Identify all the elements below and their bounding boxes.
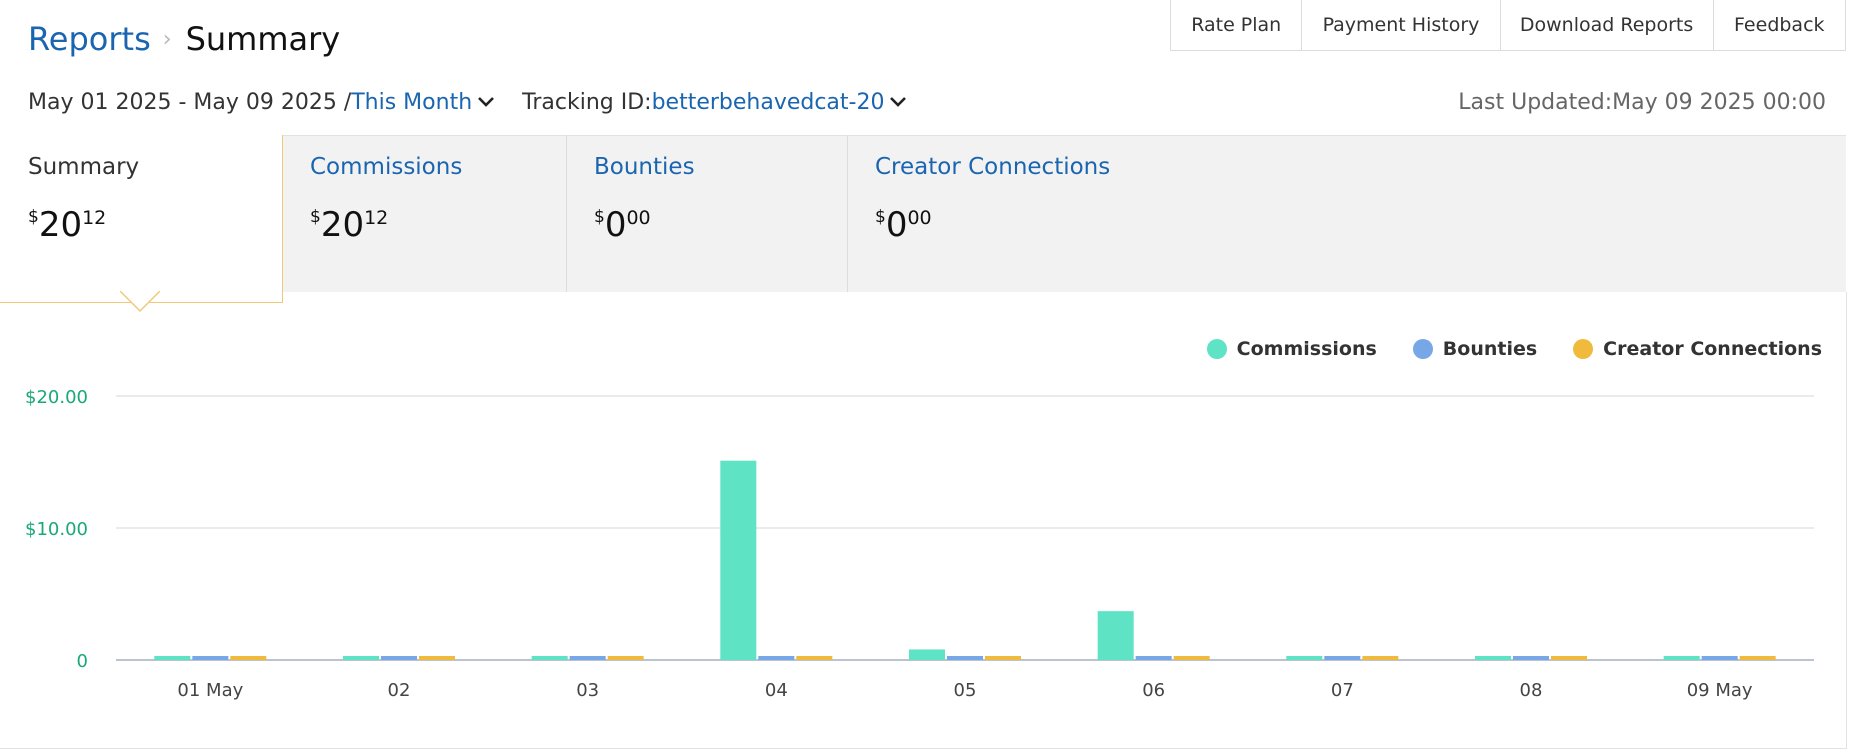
summary-tabs-bar [0, 135, 1846, 294]
filters-bar: May 01 2025 - May 09 2025 / This Month T… [28, 86, 908, 118]
tab-commissions[interactable]: Commissions $2012 [282, 135, 567, 292]
bar-creator-connections[interactable] [985, 656, 1021, 660]
summary-amount: $2012 [28, 205, 107, 245]
breadcrumb: Reports › Summary [28, 14, 340, 64]
bar-bounties[interactable] [947, 656, 983, 660]
bar-bounties[interactable] [1701, 656, 1738, 660]
legend-item-commissions[interactable]: Commissions [1206, 338, 1377, 360]
bar-creator-connections[interactable] [607, 656, 644, 660]
bar-bounties[interactable] [1513, 656, 1549, 660]
bar-bounties[interactable] [1135, 656, 1172, 660]
x-tick-label: 07 [1331, 680, 1354, 701]
y-tick-label: $20.00 [25, 387, 88, 408]
legend-commissions-dot-icon [1206, 339, 1227, 359]
x-tick-label: 06 [1142, 680, 1165, 701]
y-tick-label: $10.00 [25, 519, 88, 540]
tab-bounties-label: Bounties [594, 154, 695, 180]
legend-commissions-label: Commissions [1236, 338, 1377, 360]
bar-commissions[interactable] [1475, 656, 1511, 660]
download-reports-button[interactable]: Download Reports [1500, 0, 1714, 51]
bar-creator-connections[interactable] [230, 656, 267, 660]
x-tick-label: 08 [1520, 680, 1543, 701]
bounties-amount: $000 [594, 205, 651, 245]
legend-item-creator-connections[interactable]: Creator Connections [1573, 338, 1822, 360]
bar-creator-connections[interactable] [1551, 656, 1587, 660]
breadcrumb-separator-icon: › [162, 26, 172, 52]
legend-creator-connections-dot-icon [1573, 339, 1594, 359]
payment-history-button[interactable]: Payment History [1302, 0, 1501, 51]
bar-bounties[interactable] [1324, 656, 1361, 660]
x-tick-label: 09 May [1687, 680, 1753, 701]
x-tick-label: 05 [954, 680, 977, 701]
bar-commissions[interactable] [909, 649, 945, 660]
y-tick-label: 0 [77, 651, 88, 672]
legend-bounties-label: Bounties [1442, 338, 1538, 360]
tab-bounties[interactable]: Bounties $000 [566, 135, 848, 292]
bar-commissions[interactable] [720, 460, 757, 660]
last-updated-text: Last Updated:May 09 2025 00:00 [1458, 89, 1826, 115]
tab-summary[interactable]: Summary $2012 [0, 135, 283, 303]
tab-commissions-label: Commissions [310, 154, 463, 180]
creator-connections-amount: $000 [875, 205, 932, 245]
breadcrumb-reports-link[interactable]: Reports [28, 20, 151, 58]
bar-commissions[interactable] [343, 656, 379, 660]
bar-commissions[interactable] [154, 656, 191, 660]
legend-bounties-dot-icon [1412, 339, 1433, 359]
tab-creator-connections-label: Creator Connections [875, 154, 1111, 180]
date-range-text: May 01 2025 - May 09 2025 / [28, 89, 352, 115]
chevron-down-icon[interactable] [476, 92, 496, 112]
bar-creator-connections[interactable] [796, 656, 833, 660]
tracking-id-label: Tracking ID: [522, 89, 652, 115]
bar-bounties[interactable] [569, 656, 606, 660]
bar-commissions[interactable] [1286, 656, 1323, 660]
chart-legend: Commissions Bounties Creator Connections [1171, 336, 1822, 362]
x-tick-label: 04 [765, 680, 788, 701]
chart-card: Commissions Bounties Creator Connections… [0, 292, 1847, 749]
bar-chart: 0 $10.00 $20.00 01 May 02 03 04 05 06 07 08 09 May [25, 387, 1814, 701]
bar-commissions[interactable] [531, 656, 568, 660]
tracking-id-dropdown[interactable]: betterbehavedcat-20 [651, 89, 885, 115]
x-tick-label: 02 [388, 680, 411, 701]
top-nav: Rate Plan Payment History Download Repor… [1170, 0, 1846, 51]
x-tick-label: 01 May [177, 680, 243, 701]
legend-creator-connections-label: Creator Connections [1603, 338, 1822, 360]
bar-commissions[interactable] [1097, 611, 1134, 660]
commissions-amount: $2012 [310, 205, 389, 245]
chevron-down-icon[interactable] [888, 92, 908, 112]
bar-bounties[interactable] [758, 656, 795, 660]
bar-creator-connections[interactable] [1173, 656, 1210, 660]
feedback-button[interactable]: Feedback [1713, 0, 1846, 51]
tab-creator-connections[interactable]: Creator Connections $000 [847, 135, 1846, 292]
period-dropdown[interactable]: This Month [351, 89, 473, 115]
bar-creator-connections[interactable] [1362, 656, 1399, 660]
bar-commissions[interactable] [1663, 656, 1700, 660]
tab-summary-label: Summary [28, 154, 140, 180]
rate-plan-button[interactable]: Rate Plan [1170, 0, 1303, 51]
active-tab-pointer-icon [120, 291, 160, 313]
bar-bounties[interactable] [192, 656, 229, 660]
x-tick-label: 03 [576, 680, 599, 701]
bar-creator-connections[interactable] [1739, 656, 1776, 660]
legend-item-bounties[interactable]: Bounties [1412, 338, 1538, 360]
page-title: Summary [185, 20, 341, 58]
bar-bounties[interactable] [381, 656, 417, 660]
bar-creator-connections[interactable] [419, 656, 455, 660]
